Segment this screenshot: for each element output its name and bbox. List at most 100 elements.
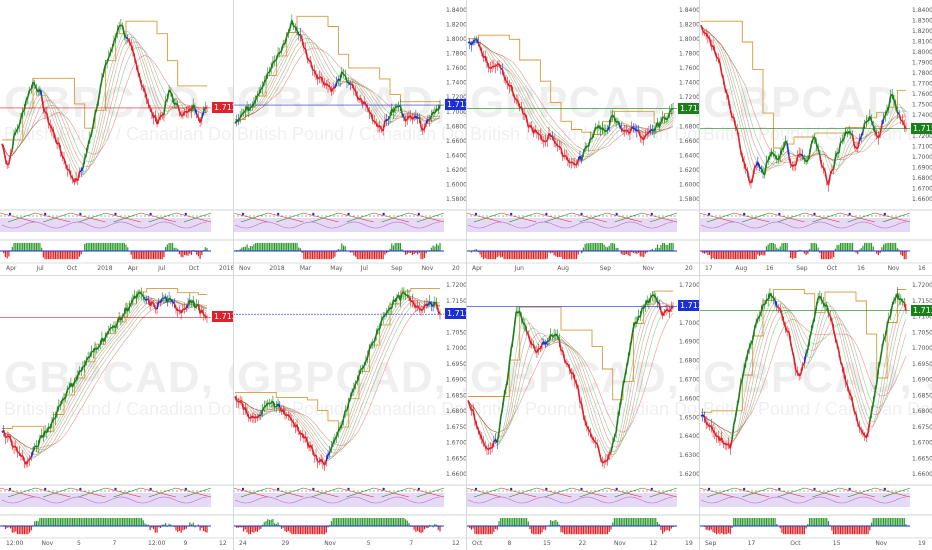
histogram-bar — [717, 526, 719, 534]
histogram-bar — [891, 518, 893, 527]
histogram-bar — [301, 526, 303, 535]
histogram-bar — [836, 245, 838, 252]
histogram-bar — [317, 251, 319, 260]
histogram-bar — [498, 251, 500, 256]
histogram-bar — [817, 247, 819, 252]
time-tick-label: 22 — [579, 540, 587, 547]
histogram-bar — [108, 243, 110, 252]
price-tick-label: 1.68000 — [446, 408, 466, 415]
histogram-bar — [66, 251, 69, 260]
oscillator-line — [777, 212, 805, 223]
oscillator-line — [7, 212, 36, 223]
histogram-bar — [206, 247, 208, 252]
chart-panel[interactable]: GBPCAD, 360British Pound / Canadian Doll… — [699, 275, 932, 550]
chart-panel[interactable]: GBPCAD, 240British Pound / Canadian Doll… — [466, 275, 699, 550]
histogram-bar — [622, 251, 624, 255]
histogram-bar — [762, 518, 764, 527]
histogram-bar — [729, 251, 731, 260]
histogram-bar — [860, 526, 862, 535]
histogram-bar — [477, 526, 479, 535]
histogram-bar — [28, 526, 31, 533]
histogram-bar — [843, 526, 845, 535]
histogram-bar — [270, 243, 272, 252]
histogram-bar — [608, 245, 610, 252]
histogram-bar — [586, 526, 588, 535]
histogram-bar — [415, 251, 417, 254]
time-tick-label: 2018 — [219, 265, 233, 272]
chart-panel[interactable]: GBPCAD, 60British Pound / Canadian Dolla… — [0, 275, 233, 550]
histogram-bar — [895, 243, 897, 252]
histogram-bar — [883, 244, 885, 252]
histogram-bar — [356, 251, 358, 260]
price-tick-label: 1.64000 — [679, 152, 699, 159]
histogram-bar — [474, 526, 476, 534]
histogram-bar — [353, 518, 355, 527]
histogram-bar — [789, 251, 792, 258]
histogram-bar — [298, 526, 300, 535]
histogram-bar — [662, 243, 664, 252]
time-tick-label: Oct — [827, 265, 838, 272]
histogram-bar — [244, 246, 246, 252]
histogram-bar — [569, 526, 571, 535]
histogram-bar — [75, 518, 77, 527]
chart-svg: 1.72000 1.71500 1.71000 1.70500 1.70000 1.695… — [699, 282, 932, 547]
time-tick-label: 19 — [918, 540, 926, 547]
histogram-bar — [631, 251, 633, 253]
histogram-bar — [812, 518, 814, 527]
signal-marker — [848, 487, 851, 491]
histogram-bar — [422, 251, 424, 260]
oscillator-line — [78, 212, 106, 223]
histogram-bar — [51, 518, 53, 527]
price-tick-label: 1.78000 — [446, 51, 466, 58]
histogram-bar — [22, 243, 24, 252]
histogram-bar — [123, 518, 125, 527]
histogram-bar — [146, 524, 148, 527]
histogram-bar — [741, 251, 743, 260]
histogram-bar — [870, 243, 873, 252]
histogram-bar — [151, 251, 153, 260]
histogram-bar — [644, 518, 647, 527]
histogram-bar — [292, 526, 295, 535]
histogram-bar — [765, 246, 768, 252]
histogram-bar — [772, 518, 774, 527]
histogram-bar — [66, 518, 69, 527]
histogram-bar — [384, 251, 386, 255]
histogram-bar — [118, 518, 120, 527]
histogram-bar — [439, 243, 441, 252]
chart-panel[interactable]: GBPCAD, 120British Pound / Canadian Doll… — [233, 275, 466, 550]
oscillator-line — [70, 487, 106, 498]
chart-panel[interactable]: GBPCAD, 1DBritish Pound / Canadian Dolla… — [466, 0, 699, 275]
moving-average-line — [700, 319, 907, 434]
chart-panel[interactable]: GBPCAD, 2DBritish Pound / Canadian Dolla… — [233, 0, 466, 275]
histogram-bar — [432, 526, 434, 528]
histogram-bar — [757, 251, 759, 255]
histogram-bar — [392, 245, 395, 252]
chart-panel[interactable]: GBPCAD, WBritish Pound / Canadian Dollar… — [0, 0, 233, 275]
histogram-bar — [712, 251, 714, 259]
histogram-bar — [109, 518, 112, 527]
histogram-bar — [803, 526, 805, 535]
oscillator-line — [466, 212, 502, 223]
histogram-bar — [752, 251, 754, 260]
histogram-bar — [774, 518, 776, 527]
histogram-bar — [11, 526, 13, 533]
chart-panel[interactable]: GBPCAD, 720British Pound / Canadian Doll… — [699, 0, 932, 275]
histogram-bar — [194, 251, 196, 253]
price-tick-label: 1.84000 — [912, 7, 932, 14]
histogram-bar — [793, 526, 795, 535]
histogram-bar — [819, 251, 821, 254]
histogram-bar — [63, 251, 65, 260]
time-tick-label: 5 — [367, 540, 371, 547]
oscillator-line — [812, 212, 840, 223]
histogram-bar — [827, 520, 830, 527]
histogram-bar — [622, 518, 624, 527]
histogram-bar — [901, 518, 904, 527]
panel-separator[interactable] — [0, 275, 932, 276]
histogram-bar — [90, 243, 93, 252]
price-tick-label: 1.69000 — [912, 165, 932, 172]
oscillator-line — [544, 487, 572, 498]
oscillator-band — [233, 493, 444, 507]
signal-marker — [382, 212, 385, 216]
histogram-bar — [625, 251, 628, 255]
histogram-bar — [246, 526, 248, 533]
